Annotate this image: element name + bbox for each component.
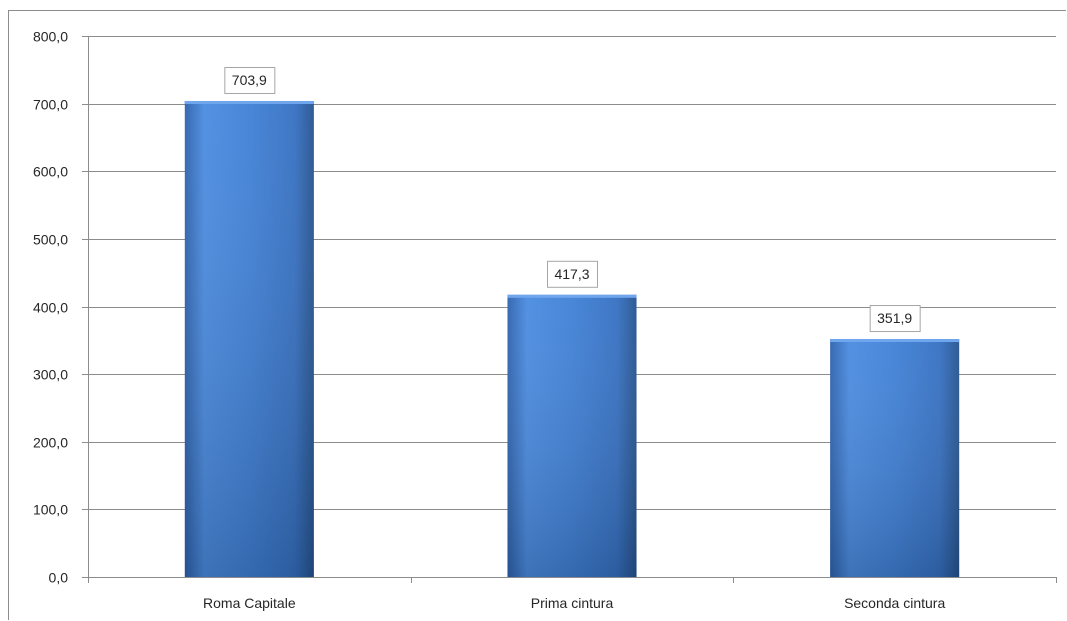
data-label-box — [869, 305, 921, 333]
data-label: 417,3 — [554, 266, 589, 282]
labels: 0,0 100,0 200,0 300,0 400,0 500,0 600,0 700,0 80… — [33, 29, 946, 612]
x-category-label: Roma Capitale — [203, 595, 296, 611]
y-tick-label: 200,0 — [33, 435, 68, 451]
bar-top-highlight — [830, 339, 960, 343]
axes — [82, 36, 1057, 583]
bar-shade — [830, 339, 960, 577]
y-tick-label: 100,0 — [33, 502, 68, 518]
y-tick-label: 600,0 — [33, 164, 68, 180]
bar-top-highlight — [184, 100, 314, 104]
data-label: 703,9 — [232, 72, 267, 88]
y-tick-label: 0,0 — [49, 570, 69, 586]
y-tick-label: 300,0 — [33, 367, 68, 383]
x-category-label: Prima cintura — [531, 595, 614, 611]
bar-top-highlight — [507, 294, 637, 298]
y-tick-label: 800,0 — [33, 29, 68, 45]
y-tick-label: 400,0 — [33, 300, 68, 316]
x-category-label: Seconda cintura — [844, 595, 945, 611]
bar-shade — [184, 100, 314, 578]
data-label: 351,9 — [877, 310, 912, 326]
y-tick-label: 700,0 — [33, 97, 68, 113]
data-label-box — [224, 66, 276, 94]
bar-shade — [507, 294, 637, 577]
data-label-box — [547, 260, 598, 288]
chart-frame — [8, 10, 1066, 620]
bars — [184, 100, 960, 578]
y-tick-label: 500,0 — [33, 232, 68, 248]
